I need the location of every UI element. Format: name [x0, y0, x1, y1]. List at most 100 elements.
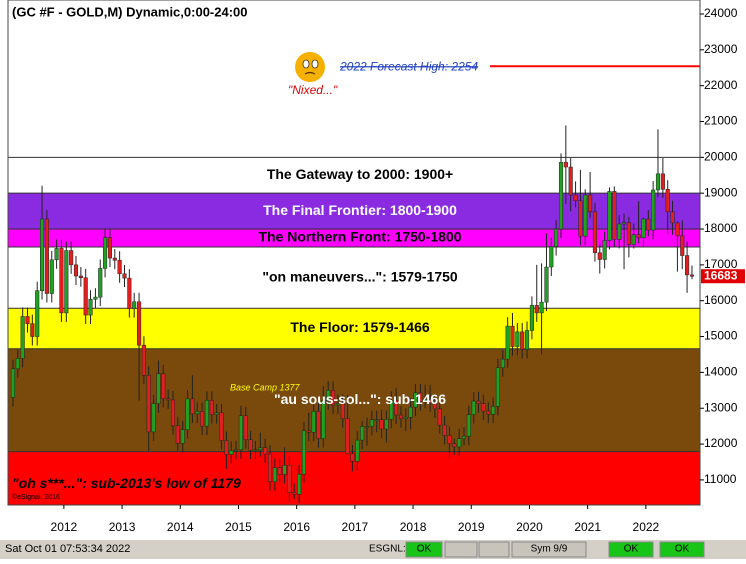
band-label: "au sous-sol...": sub-1466 [274, 391, 446, 407]
candle-body [35, 290, 40, 337]
y-tick-label: 22000 [704, 78, 738, 92]
candle-body [122, 273, 127, 279]
candle-body [384, 419, 389, 430]
band-label: The Gateway to 2000: 1900+ [267, 166, 453, 182]
candle-body [524, 330, 530, 350]
candle-body [204, 400, 209, 427]
status-symbols: Sym 9/9 [531, 544, 568, 555]
candle-body [389, 400, 394, 420]
y-tick-label: 14000 [704, 365, 738, 379]
x-tick-label: 2022 [633, 520, 660, 534]
candle-body [335, 403, 340, 406]
copyright: ©eSignal, 2016 [12, 493, 60, 501]
candle-body [471, 400, 476, 415]
y-tick-label: 17000 [704, 257, 738, 271]
candle-body [583, 194, 588, 237]
candle-body [229, 450, 234, 455]
y-tick-label: 18000 [704, 221, 738, 235]
candle-body [529, 305, 534, 331]
candle-body [292, 492, 297, 495]
candle-body [117, 259, 122, 275]
band [8, 229, 700, 247]
candle-body [112, 257, 117, 261]
y-tick-label: 13000 [704, 400, 738, 414]
candle-body [655, 173, 661, 191]
candle-body [689, 274, 695, 277]
candle-body [680, 235, 685, 256]
candle-body [403, 416, 408, 419]
candle-body [15, 358, 20, 370]
candle-body [413, 392, 418, 408]
emoji-face [295, 52, 325, 82]
candle-body [107, 237, 113, 259]
candle-body [78, 275, 83, 279]
band-label: The Northern Front: 1750-1800 [258, 229, 461, 245]
candle-body [665, 188, 670, 213]
x-tick-label: 2017 [342, 520, 369, 534]
candle-body [316, 411, 321, 439]
candle-body [30, 323, 35, 337]
candle-body [277, 467, 282, 475]
y-tick-label: 20000 [704, 150, 738, 164]
status-feed: ESGNL: [369, 544, 406, 555]
candle-body [423, 399, 428, 403]
candle-body [161, 373, 166, 399]
candle-body [379, 419, 384, 430]
x-tick-label: 2019 [458, 520, 485, 534]
band [8, 348, 700, 452]
candle-body [486, 410, 491, 415]
candle-body [670, 211, 675, 224]
candle-body [195, 411, 200, 415]
y-tick-label: 11000 [704, 472, 737, 486]
chart-title: (GC #F - GOLD,M) Dynamic,0:00-24:00 [12, 4, 248, 19]
candle-body [369, 419, 374, 427]
candle-body [636, 234, 641, 238]
x-tick-label: 2018 [400, 520, 427, 534]
candle-body [481, 403, 486, 412]
y-tick-label: 23000 [704, 42, 738, 56]
candle-body [544, 266, 549, 303]
status-box [444, 541, 478, 558]
candle-body [238, 415, 243, 451]
candle-body [146, 375, 151, 433]
y-tick-label: 24000 [704, 6, 738, 20]
band [8, 308, 700, 349]
candle-body [248, 439, 253, 451]
candle-body [350, 453, 355, 462]
candle-body [621, 222, 627, 225]
emoji-eye [311, 59, 319, 69]
candle-body [641, 218, 646, 238]
candle-body [626, 222, 631, 245]
status-bar: Sat Oct 01 07:53:34 2022 ESGNL: OK Sym 9… [0, 540, 746, 559]
candle-body [132, 301, 137, 309]
candle-body [398, 414, 404, 419]
candle-body [476, 400, 481, 404]
candle-body [646, 218, 651, 231]
candle-body [258, 447, 263, 451]
candle-body [374, 419, 379, 421]
emoji-eye [302, 59, 310, 69]
candle-body [141, 344, 146, 376]
x-tick-label: 2013 [109, 520, 136, 534]
candle-body [20, 316, 25, 359]
candle-body [200, 411, 205, 427]
candle-body [93, 296, 98, 300]
candle-body [267, 453, 273, 482]
candle-body [64, 250, 69, 314]
candle-body [224, 440, 229, 455]
candle-body [563, 162, 568, 168]
candle-body [253, 449, 258, 452]
status-box [478, 541, 510, 558]
candle-body [554, 228, 559, 247]
candle-body [59, 248, 64, 314]
nixed-note: "Nixed..." [288, 83, 338, 97]
candle-body [442, 424, 447, 436]
candle-body [39, 218, 45, 291]
candle-body [127, 277, 132, 309]
candle-body [272, 467, 277, 482]
band-label: "oh s***...": sub-2013's low of 1179 [12, 475, 241, 491]
y-tick-label: 15000 [704, 329, 738, 343]
candle-body [69, 250, 74, 266]
status-box [608, 541, 654, 558]
candle-body [573, 194, 578, 201]
